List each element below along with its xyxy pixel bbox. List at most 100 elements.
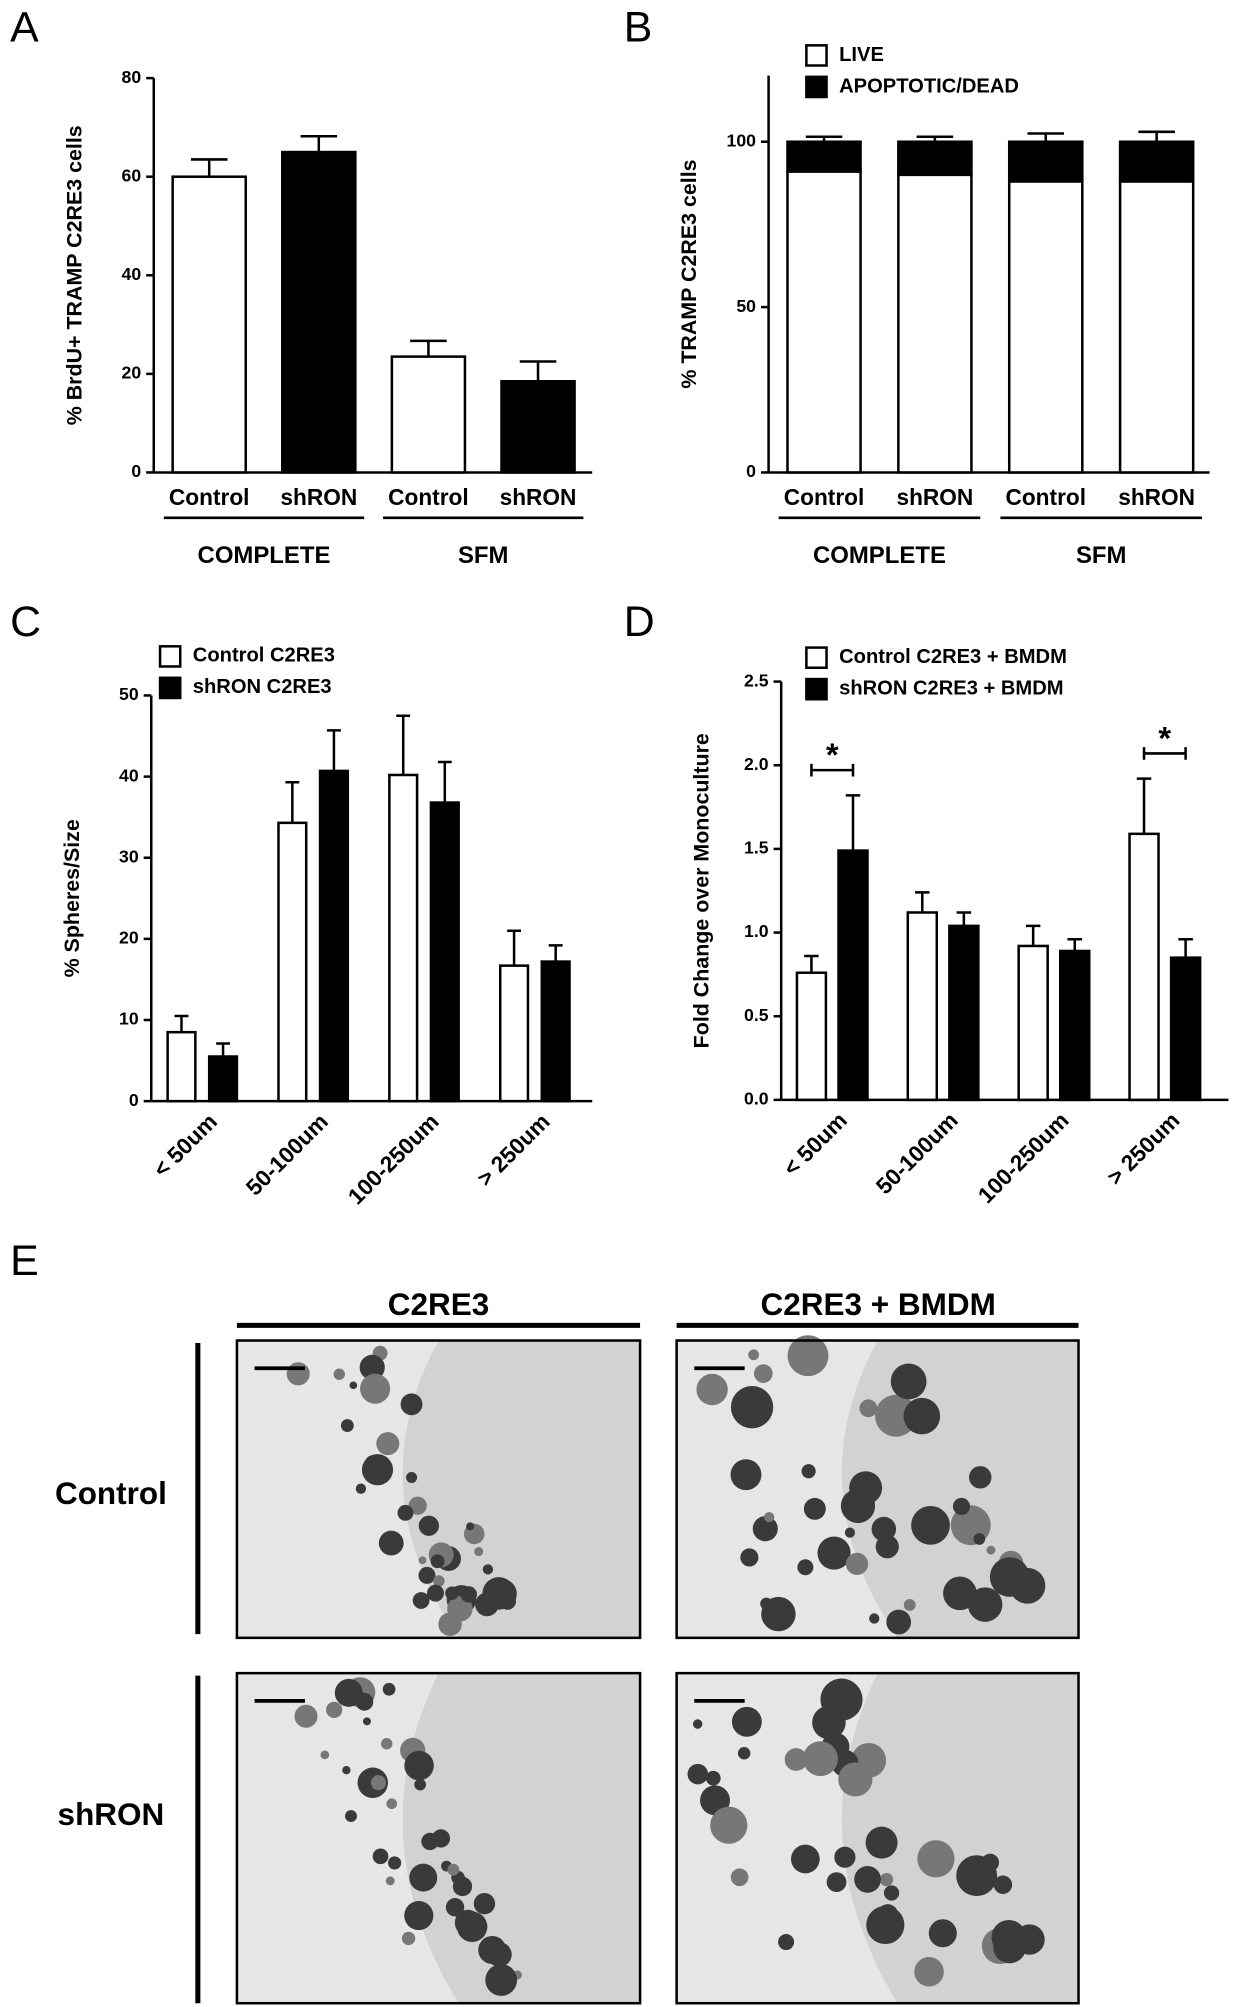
x-tick-label: Control [169,484,250,510]
error-bar [519,360,557,382]
group-label: SFM [458,542,508,569]
micrograph-frame [675,1339,1080,1640]
bar [1169,956,1202,1102]
sphere [372,1848,389,1865]
sphere [359,1354,385,1380]
sphere [730,1459,762,1491]
error-bar [1025,924,1041,946]
sphere [360,1373,391,1404]
legend-label: Control C2RE3 + BMDM [839,646,1067,668]
bar [906,911,939,1102]
sphere [753,1364,773,1383]
sphere [911,1505,950,1545]
sphere [376,1432,400,1456]
y-tick-label: 0 [746,461,756,481]
x-tick-label: 100-250um [972,1107,1073,1208]
x-tick-label: 50-100um [241,1108,333,1200]
y-axis-label: Fold Change over Monoculture [690,733,714,1048]
bar-segment [1118,180,1195,474]
bar [1017,944,1049,1102]
error-bar [1027,132,1065,142]
sphere [382,1682,396,1696]
error-bar [410,339,447,357]
sphere [993,1875,1013,1894]
sphere [342,1766,351,1775]
column-header: C2RE3 + BMDM [761,1286,996,1322]
x-tick-label: < 50um [148,1108,222,1182]
sphere [447,1863,460,1876]
sphere [418,1515,439,1536]
sphere [869,1613,880,1624]
error-bar [396,714,411,775]
sphere [875,1394,917,1437]
y-tick-label: 100 [727,130,757,150]
sphere [956,1855,998,1897]
micrograph-frame [235,1339,642,1640]
legend-label: LIVE [839,44,884,66]
y-tick-label: 1.0 [744,921,769,941]
micrograph-frame [235,1671,642,2005]
legend-label: shRON C2RE3 + BMDM [839,677,1063,699]
sphere [826,1872,847,1893]
sphere [740,1548,759,1567]
error-bar [437,760,452,803]
sphere [859,1399,878,1418]
sphere [849,1471,883,1505]
sphere [865,1826,898,1859]
y-tick-label: 0 [131,461,141,481]
error-bar [804,954,819,973]
sphere [903,1397,941,1435]
y-tick-label: 1.5 [744,838,769,858]
bar [281,150,357,474]
sphere [294,1704,318,1728]
sphere [433,1575,445,1587]
sphere [886,1609,912,1635]
sphere [473,1892,496,1915]
sphere [385,1876,395,1886]
sphere [414,1778,426,1791]
bar [498,964,530,1103]
sphere [486,1974,502,1989]
sphere [478,1935,507,1965]
bar [390,355,467,474]
sphere [362,1717,371,1726]
annotation: * [1158,720,1171,757]
error-bar [190,158,228,177]
sphere [797,1559,814,1576]
bar-segment [897,173,973,474]
x-tick-label: > 250um [472,1108,555,1191]
error-bar [548,944,563,962]
sphere [879,1872,894,1887]
significance-bracket [810,763,855,777]
error-bar [956,911,972,926]
error-bar [915,891,930,913]
sphere [430,1554,445,1569]
bar [500,380,576,474]
sphere [986,1545,996,1555]
bar-segment [786,140,862,173]
bar [837,849,869,1102]
sphere [418,1566,436,1584]
legend-label: APOPTOTIC/DEAD [839,75,1019,97]
panel-letter: C [10,598,41,646]
y-tick-label: 10 [119,1009,139,1029]
sphere [334,1678,363,1707]
sphere [404,1900,434,1931]
sphere [696,1373,728,1406]
bar-segment [786,170,862,474]
sphere [401,1931,416,1946]
y-axis-label: % BrdU+ TRAMP C2RE3 cells [62,125,86,425]
sphere [445,1586,459,1600]
sphere [370,1775,387,1791]
x-tick-label: Control [784,484,865,510]
sphere [866,1905,905,1945]
y-tick-label: 80 [122,67,142,87]
y-tick-label: 20 [122,363,142,383]
x-tick-label: shRON [280,484,357,510]
sphere [456,1911,488,1942]
bar [948,924,980,1102]
sphere [426,1584,444,1602]
legend-swatch [805,75,828,99]
sphere [835,1854,845,1863]
